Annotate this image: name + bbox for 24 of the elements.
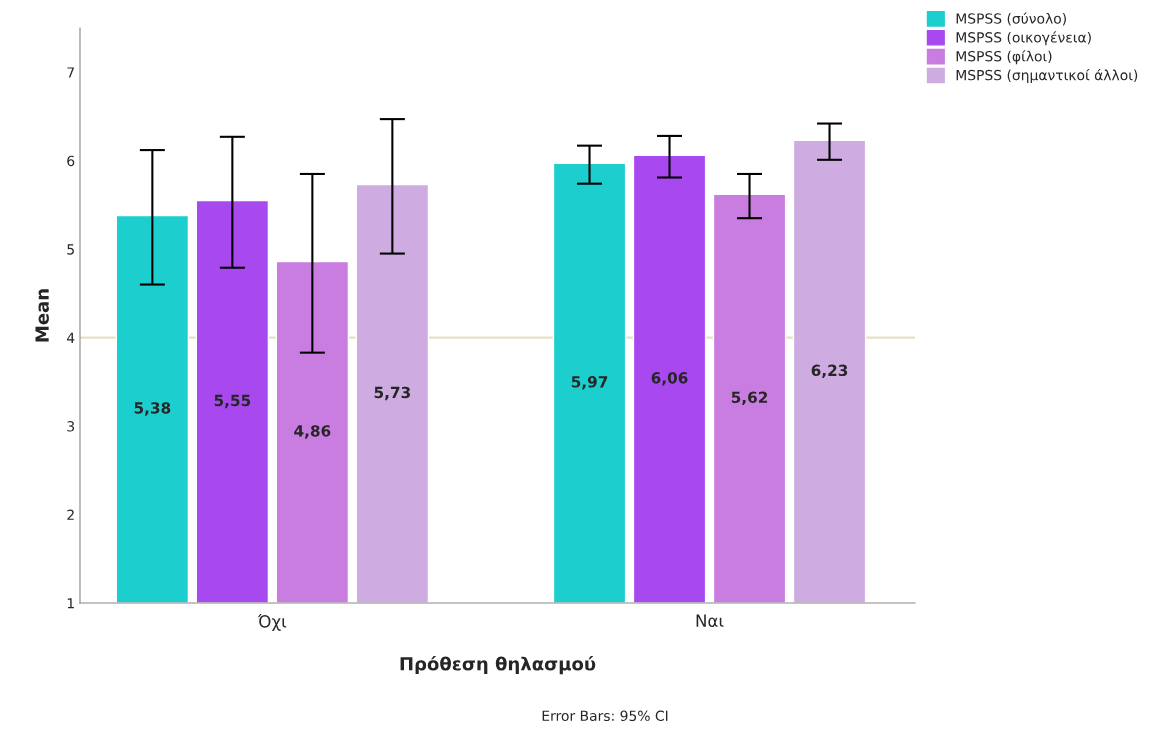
data-label: 5,97 [571,376,608,390]
y-tick-label: 5 [67,244,74,255]
data-label: 6,06 [651,372,688,386]
data-label: 5,55 [214,394,251,409]
x-tick-label: Ναι [696,614,724,627]
legend-label: MSPSS (οικογένεια) [956,31,1091,46]
x-tick-label: Όχι [257,614,287,631]
y-tick-label: 6 [67,155,75,167]
data-label: 4,86 [294,425,331,439]
legend-label: MSPSS (σημαντικοί άλλοι) [956,69,1138,84]
x-axis-title: Πρόθεση θηλασμού [400,655,596,675]
y-tick-label: 7 [67,67,74,78]
y-tick-label: 4 [66,332,75,343]
legend-label: MSPSS (σύνολο) [956,12,1066,26]
y-tick-label: 3 [67,421,75,432]
legend-label: MSPSS (φίλοι) [956,50,1052,65]
data-label: 5,73 [374,386,410,401]
y-axis-title: Mean [35,289,49,342]
data-label: 5,62 [731,391,768,406]
y-tick-label: 1 [67,598,74,609]
text: Error Bars: 95% CI [542,710,668,722]
data-label: 6,23 [811,364,848,379]
data-label: 5,38 [134,402,171,416]
y-tick-label: 2 [67,509,74,520]
